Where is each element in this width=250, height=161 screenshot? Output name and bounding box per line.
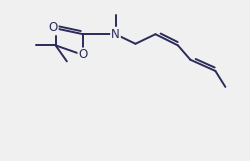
Text: O: O (48, 21, 58, 34)
Text: N: N (111, 28, 120, 41)
Text: O: O (78, 48, 87, 62)
